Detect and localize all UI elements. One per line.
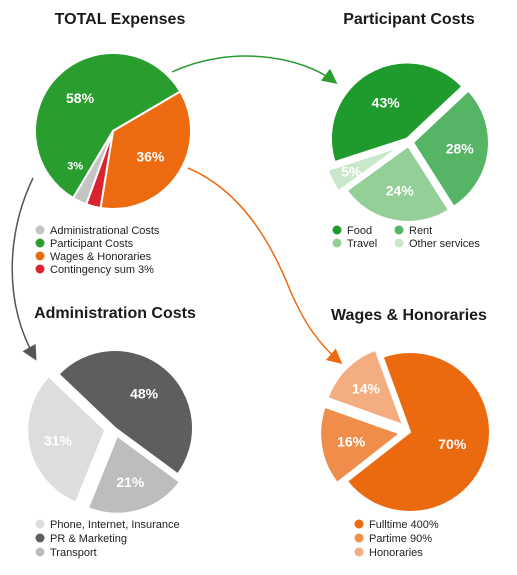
pie-slice-label: 24% [386,183,415,199]
wages-honoraries-legend: Fulltime 400% Partime 90% Honoraries [354,519,439,559]
pie-slice-label: 43% [372,95,401,111]
legend-swatch [354,533,364,543]
participant-costs-pie: 43% 28% 24% 5% [326,61,490,223]
legend-label: Partime 90% [369,533,432,545]
legend-label: PR & Marketing [50,533,127,545]
pie-slice-other-services [326,145,401,193]
pie-slice-wages-honoraries [99,90,192,210]
pie-slice-label: 21% [116,474,145,490]
wages-chart-title: Wages & Honoraries [331,307,487,324]
legend-label: Contingency sum 3% [50,264,154,276]
participant-chart-title: Participant Costs [343,11,475,28]
legend-label: Honoraries [369,547,423,559]
pie-slice-pr-marketing [57,349,194,476]
pie-slice-label: 5% [341,163,362,179]
legend-label: Food [347,225,372,237]
legend-swatch [35,547,45,557]
pie-slice-label: 14% [352,380,381,396]
legend-swatch [35,225,45,235]
wages-honoraries-pie: 70% 16% 14% [319,348,491,513]
legend-swatch [354,519,364,529]
legend-swatch [35,238,45,248]
legend-label: Other services [409,238,480,250]
legend-swatch [332,238,342,248]
legend-swatch [35,533,45,543]
legend-swatch [35,519,45,529]
legend-label: Rent [409,225,432,237]
legend-label: Travel [347,238,377,250]
arrow-to-participant-costs [171,55,338,84]
admin-chart-title: Administration Costs [34,305,196,322]
administration-costs-pie: 31% 48% 21% [26,349,194,515]
legend-swatch [394,225,404,235]
administration-costs-legend: Phone, Internet, Insurance PR & Marketing… [35,519,180,559]
pie-slice-label: 58% [66,90,95,106]
pie-slice-food [330,61,464,164]
total-chart-title: TOTAL Expenses [55,11,186,28]
legend-label: Participant Costs [50,238,134,250]
pie-slice-contingency-sum-3 [85,130,114,210]
legend-label: Transport [50,547,97,559]
pie-slice-label: 70% [438,436,467,452]
total-expenses-pie: 3%58%36%3% [34,52,192,210]
pie-slice-rent [411,89,490,209]
legend-swatch [354,547,364,557]
pie-slice-label: 31% [44,432,73,448]
pie-slice-label: 36% [136,149,165,165]
legend-swatch [394,238,404,248]
legend-swatch [332,225,342,235]
arrow-to-administration-costs [11,177,37,361]
legend-label: Administrational Costs [50,225,160,237]
pie-slice-label: 3% [67,161,83,173]
legend-label: Phone, Internet, Insurance [50,519,180,531]
pie-slice-fulltime-400 [345,351,491,513]
arrow-to-wages-honoraries [187,167,343,364]
legend-swatch [35,264,45,274]
pie-slice-label: 28% [446,140,475,156]
pie-slice-phone-internet-insurance [26,374,107,504]
pie-slice-travel [345,144,451,223]
pie-slice-transport [86,434,182,515]
participant-costs-legend: Food Rent Travel Other services [332,225,480,250]
legend-swatch [35,251,45,261]
pie-slice-participant-costs [34,52,182,200]
legend-label: Fulltime 400% [369,519,439,531]
pie-slice-honoraries [326,348,405,427]
legend-label: Wages & Honoraries [50,251,152,263]
pie-slice-label: 48% [130,385,159,401]
pie-slice-label: 16% [337,434,366,450]
pie-slice-partime-90 [319,405,403,485]
